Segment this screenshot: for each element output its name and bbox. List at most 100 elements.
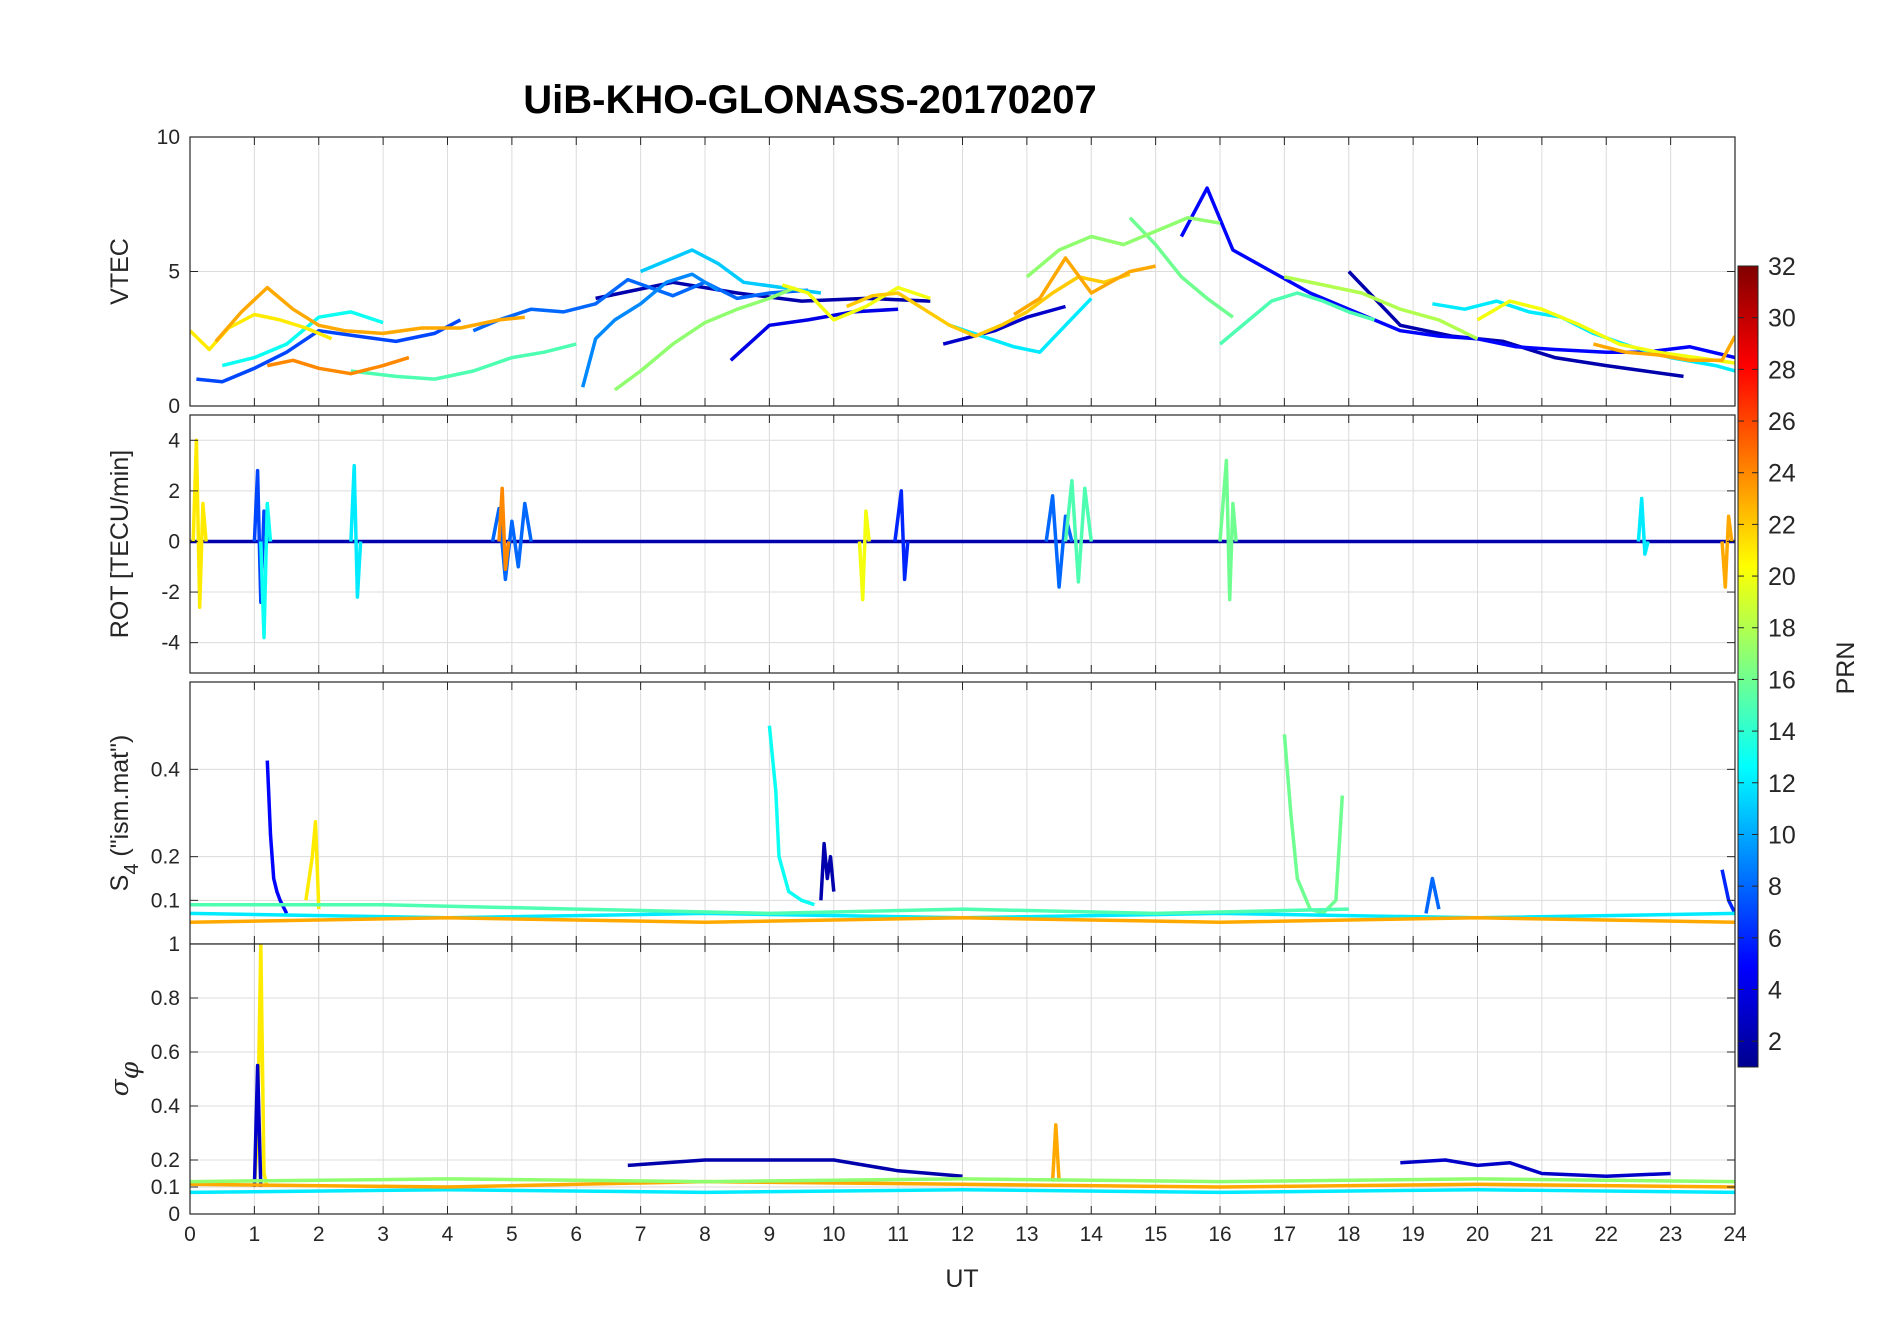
series-line-prn-23 [1050,1123,1061,1182]
series-line-prn-17 [613,285,796,392]
series-line-prn-8 [472,277,809,333]
x-tick-label: 17 [1273,1223,1296,1246]
x-tick-label: 12 [951,1223,974,1246]
series-group [190,438,1735,640]
series-line-prn-20 [781,283,931,322]
x-tick-label: 6 [570,1223,582,1246]
series-line-prn-8 [1424,876,1441,914]
y-tick-label: 0 [168,530,180,553]
y-tick-label: 0.1 [151,1176,180,1199]
y-axis-label-vtec: VTEC [106,238,134,305]
colorbar-tick-label: 28 [1768,356,1796,384]
series-line-prn-3 [942,304,1066,346]
series-line-prn-23 [1013,256,1156,316]
x-tick-label: 1 [249,1223,261,1246]
x-tick-label: 18 [1337,1223,1360,1246]
y-tick-label: 2 [168,480,180,503]
x-ticks: 0 1 2 3 4 5 6 7 8 9 10 11 12 13 14 15 16 17 18 19 20 21 22 23 24 [184,944,1747,1246]
colorbar-tick-label: 8 [1768,873,1782,901]
y-tick-label: 0.6 [151,1041,180,1064]
series-line-prn-20 [857,509,871,602]
series-line-prn-15 [1063,479,1094,584]
y-tick-label: 0.4 [151,1095,181,1118]
x-tick-label: 10 [822,1223,845,1246]
x-tick-label: 8 [699,1223,711,1246]
x-tick-label: 4 [442,1223,454,1246]
series-line-prn-13 [221,310,384,368]
x-tick-label: 7 [635,1223,647,1246]
y-tick-label: -2 [161,581,180,604]
x-tick-label: 3 [377,1223,389,1246]
x-tick-label: 0 [184,1223,196,1246]
series-line-prn-7 [252,468,270,604]
colorbar-tick-label: 12 [1768,770,1796,798]
series-line-prn-3 [1400,1158,1671,1178]
colorbar-tick-label: 6 [1768,925,1782,953]
y-axis-label-rot: ROT [TECU/min] [106,450,134,638]
panel-sigma_phi: 0 1 2 3 4 5 6 7 8 9 10 11 12 13 14 15 16 17 18 19 20 21 22 23 24… [105,933,1747,1246]
series-line-prn-4 [729,307,899,362]
series-line-prn-15 [190,902,1349,916]
series-line-prn-15 [1218,291,1376,346]
series-line-prn-20 [1476,299,1735,365]
series-line-prn-7 [196,318,462,384]
series-line-prn-23 [1720,514,1734,589]
colorbar-tick-label: 2 [1768,1028,1782,1056]
x-ticks [189,682,1736,944]
series-line-prn-23 [190,1179,1735,1189]
y-ticks: 0 5 10 [157,126,1735,418]
series-line-prn-24 [266,355,410,376]
y-ticks: -4 -2 0 2 4 [161,429,1735,655]
series-line-prn-13 [259,501,273,640]
x-tick-label: 9 [764,1223,776,1246]
series-line-prn-22 [845,272,1131,338]
y-axis-label-sub: 4 [121,864,143,875]
series-line-prn-24 [497,486,511,572]
y-axis-label-main: σ [105,1078,134,1096]
x-axis-label: UT [945,1265,978,1293]
x-tick-label: 5 [506,1223,518,1246]
series-line-prn-23 [1592,335,1735,363]
colorbar-tick-label: 4 [1768,976,1782,1004]
series-line-prn-12 [349,463,363,599]
colorbar-tick-label: 10 [1768,821,1796,849]
series-line-prn-16 [1218,458,1238,602]
series-line-prn-17 [1025,215,1221,279]
series-line-prn-18 [1284,275,1479,341]
x-tick-label: 2 [313,1223,325,1246]
y-axis-label-sub: φ [115,1061,144,1079]
series-line-prn-3 [252,1063,263,1188]
series-line-prn-9 [581,272,719,388]
series-line-prn-15 [350,342,577,381]
y-tick-label: 4 [168,429,180,452]
x-tick-label: 16 [1208,1223,1231,1246]
series-line-prn-8 [490,501,533,582]
x-ticks [189,137,1736,406]
series-group [190,944,1735,1195]
y-tick-label: 0.2 [151,1149,180,1172]
series-line-prn-23 [214,285,525,343]
colorbar-tick-label: 22 [1768,511,1796,539]
x-tick-label: 23 [1659,1223,1682,1246]
series-line-prn-21 [304,819,321,910]
y-tick-label: 1 [168,933,180,956]
x-tick-label: 14 [1080,1223,1104,1246]
colorbar-label: PRN [1832,642,1860,695]
x-tick-label: 24 [1723,1223,1747,1246]
panel-vtec: 0 5 10 VTEC [106,126,1736,418]
y-tick-label: 0 [168,395,180,418]
grid [189,682,1736,944]
colorbar-tick-label: 30 [1768,305,1796,333]
colorbar-tick-label: 18 [1768,615,1796,643]
series-line-prn-2 [627,1158,963,1178]
series-line-prn-11 [639,248,822,295]
series-group [190,186,1735,392]
panel-s4: 0.1 0.2 0.4 S4 ("ism.mat") [106,681,1736,945]
series-line-prn-2 [1347,270,1684,379]
y-ticks: 0.1 0.2 0.4 [151,758,1735,912]
x-tick-label: 11 [887,1223,909,1246]
